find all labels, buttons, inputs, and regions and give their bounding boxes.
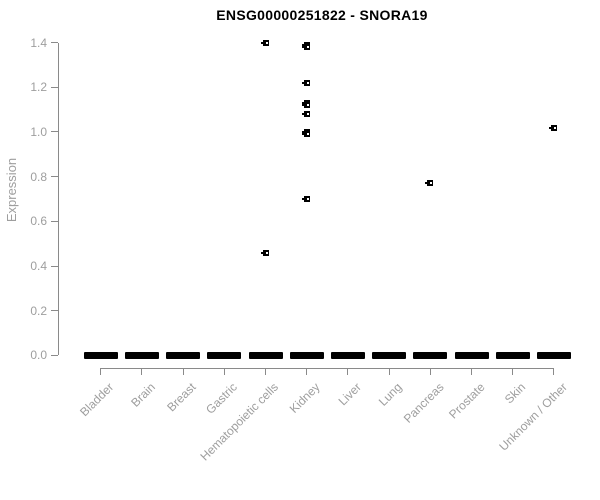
x-tick xyxy=(141,368,143,375)
y-tick-label: 0.2 xyxy=(30,303,47,318)
data-point-nub xyxy=(301,104,304,107)
x-tick xyxy=(100,368,102,375)
data-point-nub xyxy=(260,41,263,44)
y-tick-label: 1.0 xyxy=(30,124,47,139)
x-tick xyxy=(306,368,308,375)
y-tick xyxy=(51,42,58,44)
data-point-nub xyxy=(301,133,304,136)
data-point-nub xyxy=(301,43,304,46)
data-point-center xyxy=(306,46,309,49)
x-tick xyxy=(265,368,266,375)
y-tick-label: 1.4 xyxy=(30,35,47,50)
data-point-nub xyxy=(425,182,428,185)
zero-expression-cluster xyxy=(207,351,242,359)
data-point-center xyxy=(265,251,268,254)
y-tick-label: 0.4 xyxy=(30,259,47,274)
x-tick xyxy=(471,368,472,375)
data-point-nub xyxy=(301,81,304,84)
data-point xyxy=(301,79,310,86)
data-point-nub xyxy=(301,101,304,104)
x-tick-label: Lung xyxy=(376,380,406,409)
zero-expression-cluster xyxy=(166,351,201,359)
chart-title: ENSG00000251822 - SNORA19 xyxy=(216,7,428,23)
x-tick xyxy=(223,368,225,375)
data-point xyxy=(425,180,434,187)
data-point-center xyxy=(265,41,268,44)
y-tick xyxy=(51,176,58,178)
y-tick-label: 0.8 xyxy=(30,169,47,184)
data-point-center xyxy=(306,113,309,116)
y-tick xyxy=(51,131,58,133)
y-axis-line xyxy=(58,42,59,356)
zero-expression-cluster xyxy=(289,351,324,359)
zero-expression-cluster xyxy=(536,351,571,359)
data-point xyxy=(260,39,269,46)
x-tick-label: Bladder xyxy=(77,380,117,420)
x-tick xyxy=(512,368,514,375)
zero-expression-cluster xyxy=(454,351,489,359)
y-tick-label: 0.6 xyxy=(30,214,47,229)
data-point-nub xyxy=(548,126,551,129)
y-tick xyxy=(51,86,58,88)
data-point-nub xyxy=(301,113,304,116)
x-tick-label: Gastric xyxy=(203,380,241,417)
data-point-center xyxy=(306,104,309,107)
data-point xyxy=(301,102,310,109)
x-tick xyxy=(182,368,184,375)
zero-expression-cluster xyxy=(372,351,407,359)
x-axis-line xyxy=(100,368,554,369)
data-point-nub xyxy=(301,46,304,49)
data-point-center xyxy=(430,182,433,185)
x-tick-label: Hematopoietic cells xyxy=(197,380,282,464)
zero-expression-cluster xyxy=(124,351,159,359)
data-point-nub xyxy=(301,130,304,133)
x-tick-label: Brain xyxy=(128,380,158,410)
x-tick xyxy=(429,368,431,375)
data-point-center xyxy=(306,198,309,200)
data-point xyxy=(301,111,310,118)
x-tick-label: Pancreas xyxy=(400,380,447,426)
zero-expression-cluster xyxy=(330,351,365,359)
data-point xyxy=(301,196,310,202)
data-point xyxy=(260,249,269,256)
data-point-center xyxy=(306,81,309,84)
y-tick xyxy=(51,354,58,356)
zero-expression-cluster xyxy=(413,351,448,359)
x-tick xyxy=(553,368,555,375)
x-tick xyxy=(388,368,390,375)
zero-expression-cluster xyxy=(495,351,530,359)
x-tick-label: Skin xyxy=(502,380,529,407)
x-tick-label: Prostate xyxy=(445,380,488,422)
data-point-center xyxy=(553,126,556,129)
data-point xyxy=(301,44,310,51)
zero-expression-cluster xyxy=(83,351,118,359)
x-tick xyxy=(347,368,349,375)
x-tick-label: Breast xyxy=(164,380,200,415)
y-tick xyxy=(51,220,58,222)
y-tick-label: 0.0 xyxy=(30,348,47,363)
y-tick xyxy=(51,265,58,267)
y-tick xyxy=(51,310,58,312)
zero-expression-cluster xyxy=(248,351,283,359)
data-point xyxy=(301,131,310,138)
y-tick-label: 1.2 xyxy=(30,80,47,95)
data-point xyxy=(548,124,557,131)
data-point-nub xyxy=(301,198,304,200)
x-tick-label: Kidney xyxy=(286,380,323,416)
data-point-nub xyxy=(260,251,263,254)
data-point-center xyxy=(306,133,309,136)
x-tick-label: Liver xyxy=(335,380,364,409)
